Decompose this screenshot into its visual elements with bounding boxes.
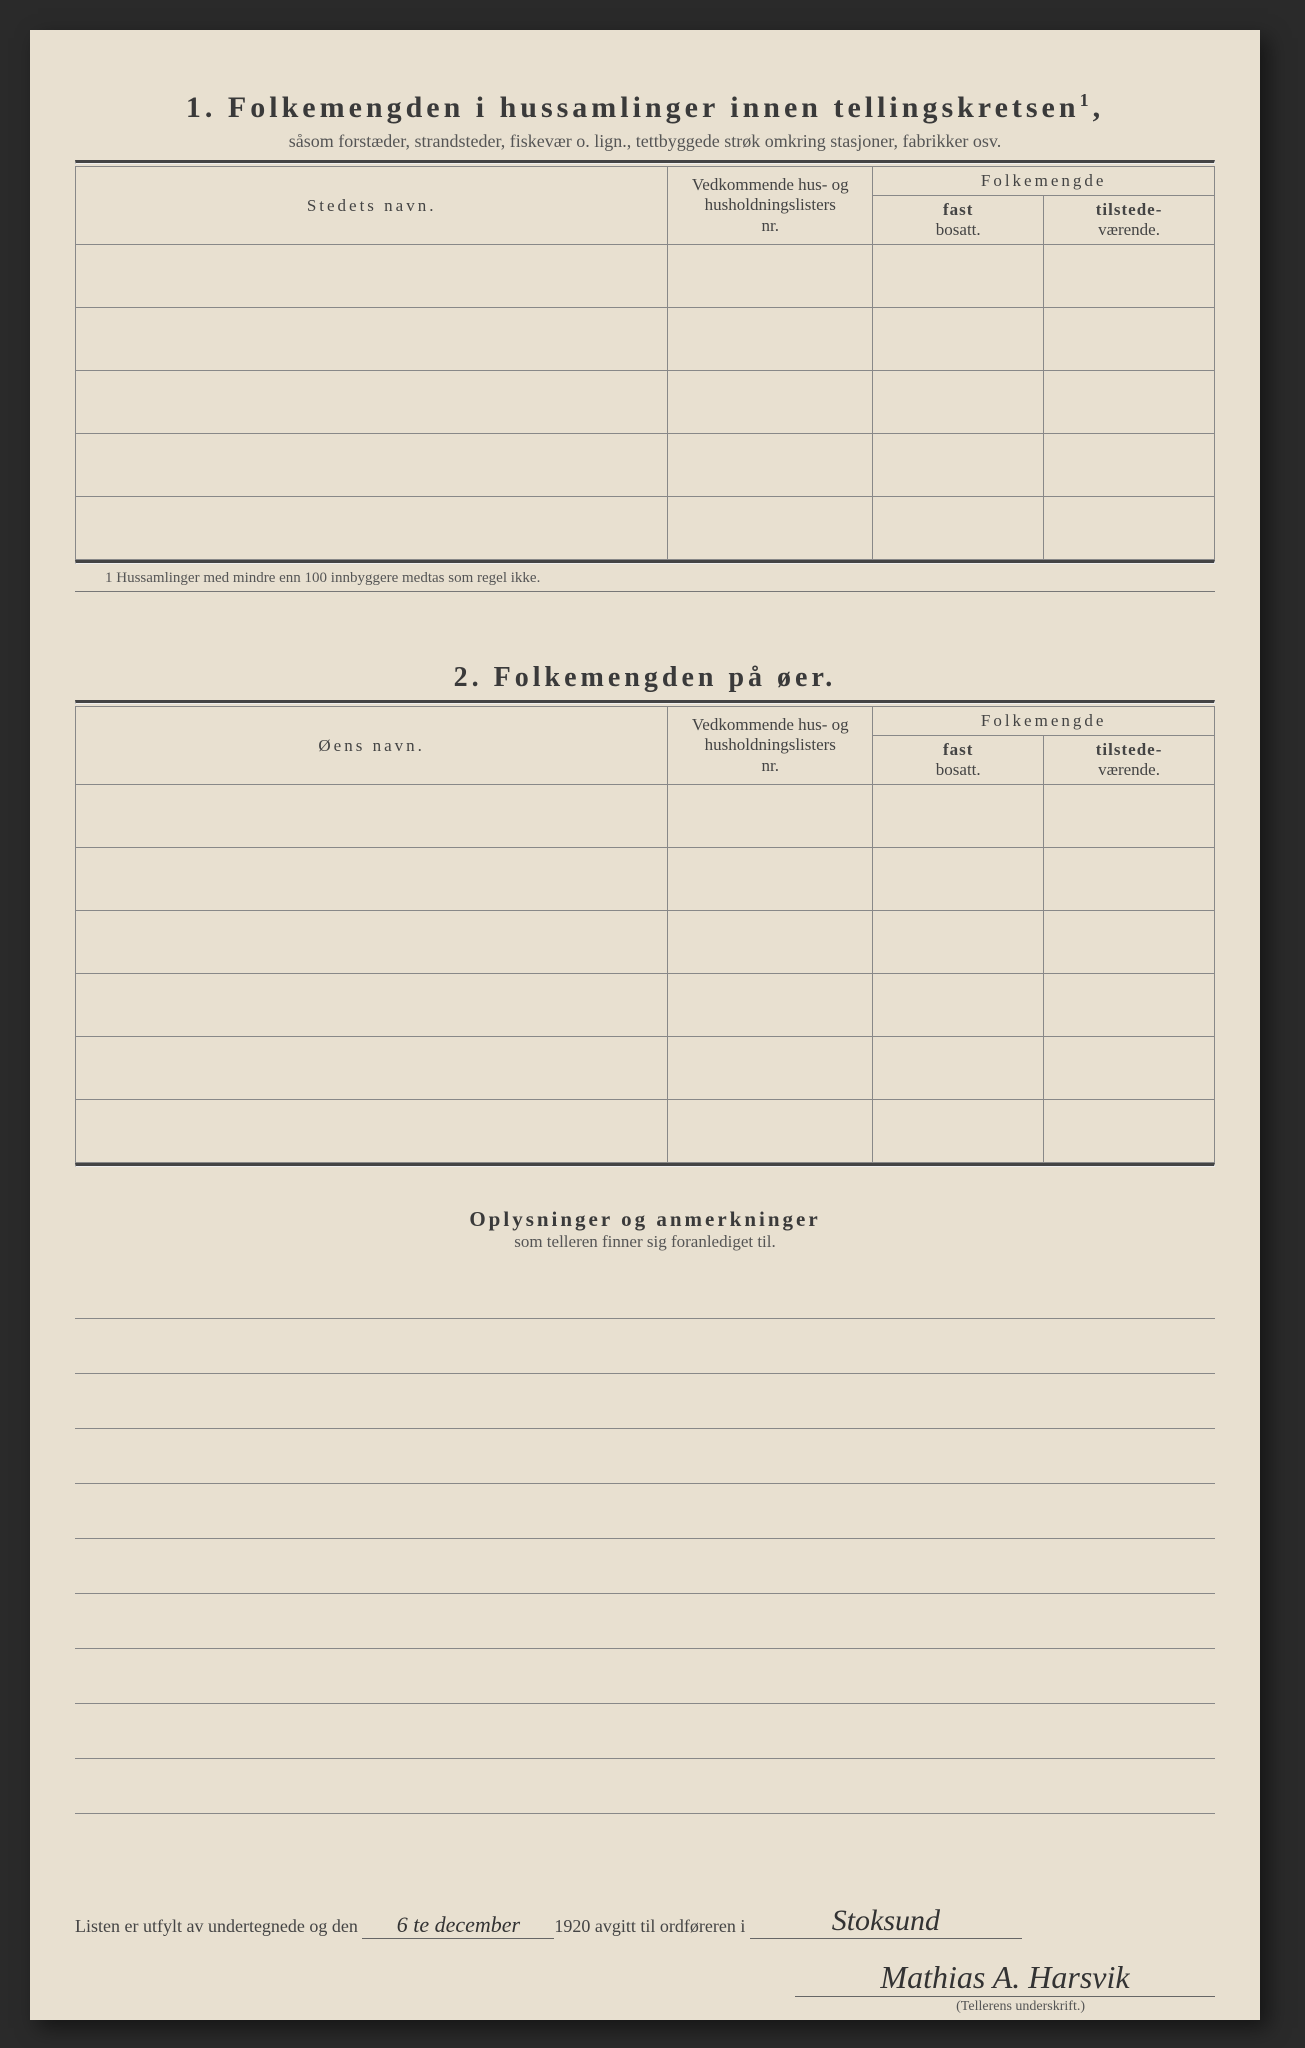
sig-date-handwritten: 6 te december xyxy=(362,1912,554,1939)
col-nr-l2: husholdningslisters xyxy=(705,195,836,214)
col-nr-l3: nr. xyxy=(762,216,779,235)
table-row xyxy=(76,245,1215,308)
section-1-title-text: Folkemengden i hussamlinger innen tellin… xyxy=(228,91,1080,124)
table-2-body xyxy=(76,785,1215,1163)
sig-caption: (Tellerens underskrift.) xyxy=(75,1999,1215,2015)
remarks-title: Oplysninger og anmerkninger xyxy=(75,1207,1215,1232)
section-1: 1. Folkemengden i hussamlinger innen tel… xyxy=(75,90,1215,592)
col2-til-sub: værende. xyxy=(1098,760,1160,779)
col-nr-l1: Vedkommende hus- og xyxy=(692,175,849,194)
table-row xyxy=(76,1100,1215,1163)
sig-year: 1920 avgitt til ordføreren i xyxy=(554,1916,745,1936)
col2-til-bold: tilstede- xyxy=(1096,740,1163,759)
table-row xyxy=(76,911,1215,974)
section-2-number: 2. xyxy=(454,662,483,693)
section-2-title: 2. Folkemengden på øer. xyxy=(75,662,1215,694)
ruled-line xyxy=(75,1759,1215,1814)
sig-name-row: Mathias A. Harsvik xyxy=(75,1959,1215,1997)
rule xyxy=(75,700,1215,704)
section-1-footnote: 1 Hussamlinger med mindre enn 100 innbyg… xyxy=(75,570,1215,592)
table-1-body xyxy=(76,245,1215,560)
table-row xyxy=(76,974,1215,1037)
col-tilstede-2: tilstede- værende. xyxy=(1044,736,1215,785)
table-2: Øens navn. Vedkommende hus- og husholdni… xyxy=(75,706,1215,1163)
table-row xyxy=(76,434,1215,497)
section-1-subtitle: såsom forstæder, strandsteder, fiskevær … xyxy=(75,131,1215,152)
table-row xyxy=(76,785,1215,848)
section-1-title: 1. Folkemengden i hussamlinger innen tel… xyxy=(75,90,1215,125)
ruled-line xyxy=(75,1374,1215,1429)
ruled-line xyxy=(75,1319,1215,1374)
ruled-line xyxy=(75,1594,1215,1649)
ruled-line xyxy=(75,1429,1215,1484)
rule xyxy=(75,1163,1215,1167)
section-2: 2. Folkemengden på øer. Øens navn. Vedko… xyxy=(75,662,1215,1167)
col2-fast-sub: bosatt. xyxy=(936,760,981,779)
col2-nr-l1: Vedkommende hus- og xyxy=(692,715,849,734)
col2-nr-l2: husholdningslisters xyxy=(705,735,836,754)
col-tilstede: tilstede- værende. xyxy=(1044,196,1215,245)
table-row xyxy=(76,497,1215,560)
ruled-line xyxy=(75,1649,1215,1704)
remarks-section: Oplysninger og anmerkninger som telleren… xyxy=(75,1207,1215,1814)
col2-fast-bold: fast xyxy=(943,740,973,759)
rule xyxy=(75,560,1215,564)
col-husholdningslisters-2: Vedkommende hus- og husholdningslisters … xyxy=(668,707,873,785)
col-fast: fast bosatt. xyxy=(873,196,1044,245)
section-1-number: 1. xyxy=(186,91,217,124)
signature-area: Listen er utfylt av undertegnede og den … xyxy=(75,1904,1215,2015)
ruled-line xyxy=(75,1484,1215,1539)
col-fast-bold: fast xyxy=(943,200,973,219)
remarks-lines xyxy=(75,1264,1215,1814)
col-husholdningslisters: Vedkommende hus- og husholdningslisters … xyxy=(668,167,873,245)
col-til-bold: tilstede- xyxy=(1096,200,1163,219)
ruled-line xyxy=(75,1539,1215,1594)
census-form-page: 1. Folkemengden i hussamlinger innen tel… xyxy=(30,30,1260,2020)
section-2-title-text: Folkemengden på øer. xyxy=(494,662,837,693)
col-fast-2: fast bosatt. xyxy=(873,736,1044,785)
rule xyxy=(75,160,1215,164)
col-folkemengde-2: Folkemengde xyxy=(873,707,1215,736)
col-folkemengde: Folkemengde xyxy=(873,167,1215,196)
sig-name-handwritten: Mathias A. Harsvik xyxy=(795,1959,1215,1997)
sig-prefix: Listen er utfylt av undertegnede og den xyxy=(75,1916,358,1936)
sig-place-handwritten: Stoksund xyxy=(750,1904,1022,1939)
table-row xyxy=(76,308,1215,371)
section-1-sup: 1 xyxy=(1080,90,1093,110)
col2-nr-l3: nr. xyxy=(762,756,779,775)
table-1: Stedets navn. Vedkommende hus- og hushol… xyxy=(75,166,1215,560)
table-row xyxy=(76,1037,1215,1100)
col-stedets-navn: Stedets navn. xyxy=(76,167,668,245)
col-fast-sub: bosatt. xyxy=(936,220,981,239)
col-oens-navn: Øens navn. xyxy=(76,707,668,785)
table-row xyxy=(76,848,1215,911)
col-til-sub: værende. xyxy=(1098,220,1160,239)
remarks-subtitle: som telleren finner sig foranlediget til… xyxy=(75,1232,1215,1252)
table-row xyxy=(76,371,1215,434)
ruled-line xyxy=(75,1704,1215,1759)
ruled-line xyxy=(75,1264,1215,1319)
